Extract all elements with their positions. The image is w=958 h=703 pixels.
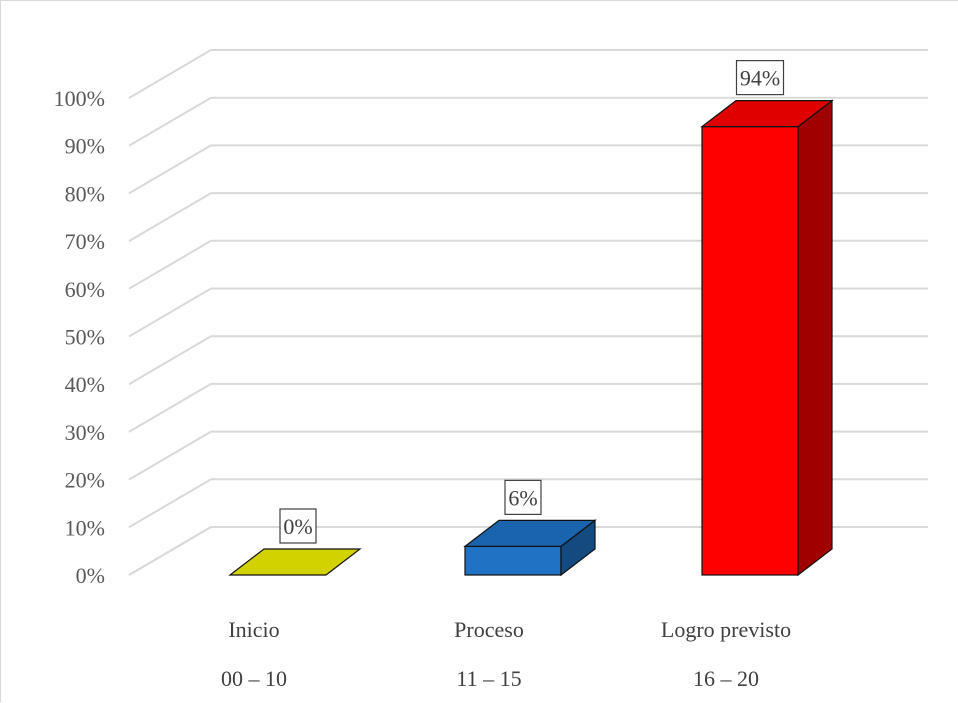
y-tick-label: 50%: [65, 325, 105, 350]
x-category-label: Inicio: [228, 617, 279, 642]
gridline-side: [128, 192, 212, 242]
bar-side: [797, 99, 833, 577]
gridline-side: [128, 335, 212, 386]
gridline-side: [128, 49, 212, 99]
x-category-range: 16 – 20: [693, 666, 759, 691]
y-tick-label: 30%: [65, 420, 105, 445]
data-label-box: [504, 479, 542, 515]
y-tick-label: 0%: [76, 563, 105, 588]
y-tick-label: 80%: [65, 181, 105, 206]
bar-top: [228, 548, 362, 576]
data-label-box: [279, 508, 317, 544]
gridline-side: [128, 96, 212, 147]
data-label: 0%: [283, 514, 312, 539]
data-label: 6%: [508, 485, 537, 510]
y-tick-label: 100%: [54, 86, 105, 111]
data-label-box: [735, 60, 785, 96]
data-label: 94%: [740, 66, 780, 91]
y-tick-label: 60%: [65, 277, 105, 302]
gridline-side: [128, 383, 212, 433]
bar-front: [464, 545, 562, 576]
x-category-range: 11 – 15: [456, 666, 521, 691]
bar-front: [701, 126, 799, 576]
bar-top: [700, 100, 834, 128]
gridline-side: [128, 144, 212, 195]
floor-edge: [128, 526, 212, 576]
y-tick-label: 40%: [65, 372, 105, 397]
gridline-side: [128, 478, 212, 529]
gridline-side: [128, 287, 212, 338]
y-tick-label: 70%: [65, 229, 105, 254]
x-category-range: 00 – 10: [221, 666, 287, 691]
y-tick-label: 90%: [65, 134, 105, 159]
x-category-label: Logro previsto: [661, 617, 791, 642]
bar-top: [463, 519, 597, 547]
x-category-label: Proceso: [454, 617, 524, 642]
y-tick-label: 10%: [65, 515, 105, 540]
gridline-side: [128, 239, 212, 290]
y-tick-label: 20%: [65, 468, 105, 493]
gridline-side: [128, 430, 212, 481]
